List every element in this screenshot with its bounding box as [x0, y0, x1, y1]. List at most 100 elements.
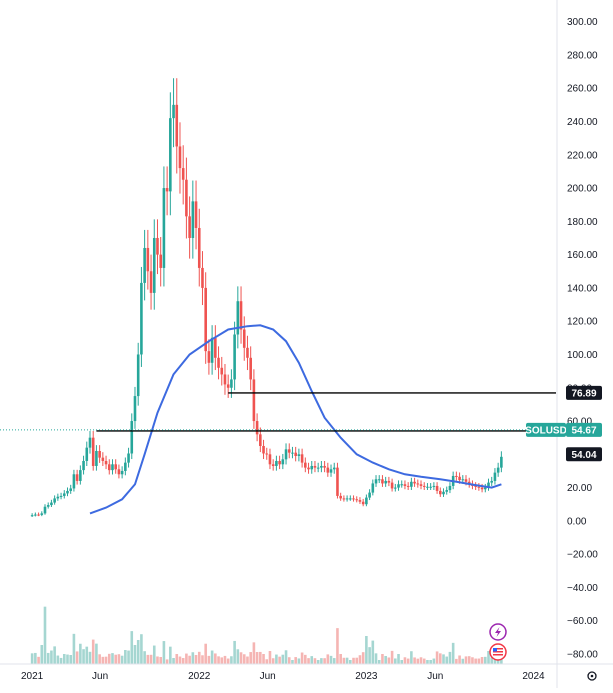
lightning-icon[interactable] — [489, 623, 507, 641]
volume-bar — [371, 640, 375, 664]
candle-body — [66, 490, 69, 494]
gear-icon[interactable] — [587, 671, 597, 681]
candle-body — [72, 474, 76, 489]
candle-body — [59, 495, 63, 497]
volume-bar — [477, 658, 481, 664]
candle-body — [455, 475, 458, 477]
y-tick-label: 20.00 — [567, 483, 592, 494]
volume-bar — [422, 658, 426, 664]
candle-body — [107, 464, 111, 471]
candle-body — [156, 237, 159, 255]
volume-bar — [136, 640, 140, 664]
volume-bar — [455, 658, 458, 664]
volume-bar — [483, 656, 487, 664]
volume-bar — [326, 654, 330, 664]
candle-body — [159, 254, 162, 268]
volume-bar — [37, 656, 40, 664]
volume-bar — [95, 643, 98, 664]
candle-body — [185, 179, 188, 217]
candle-body — [220, 367, 224, 375]
volume-bar — [432, 658, 436, 664]
candle-body — [384, 480, 387, 484]
volume-bar — [69, 655, 73, 664]
candle-body — [387, 480, 391, 483]
volume-bar — [140, 634, 143, 664]
drawings — [0, 324, 556, 515]
candle-body — [146, 247, 150, 272]
y-tick-label: 300.00 — [567, 17, 598, 28]
volume-bar — [236, 649, 240, 664]
volume-bar — [30, 653, 34, 664]
candle-body — [114, 464, 117, 470]
candle-body — [95, 450, 98, 466]
volume-bar — [34, 652, 37, 664]
volume-bar — [175, 654, 179, 664]
candle-body — [416, 483, 420, 485]
candle-body — [429, 486, 432, 488]
y-tick-label: 0.00 — [567, 516, 587, 527]
volume-bar — [365, 636, 368, 664]
candle-body — [377, 479, 381, 481]
volume-bar — [329, 655, 333, 664]
y-tick-label: −40.00 — [567, 583, 598, 594]
volume-bar — [361, 652, 365, 664]
volume-bar — [323, 658, 326, 664]
candle-body — [323, 465, 326, 468]
volume-bar — [487, 651, 490, 664]
candle-body — [480, 487, 484, 490]
candle-body — [204, 287, 207, 352]
volume-bar — [268, 651, 272, 664]
candle-body — [191, 201, 195, 238]
svg-text:SOLUSD: SOLUSD — [525, 425, 567, 436]
candle-body — [201, 267, 204, 288]
volume-bar — [162, 641, 166, 664]
indicator-icons[interactable] — [489, 623, 597, 681]
volume-bar — [178, 656, 182, 664]
y-tick-label: 160.00 — [567, 250, 598, 261]
volume-bar — [252, 642, 256, 664]
candle-body — [487, 482, 490, 488]
volume-bar — [413, 657, 416, 664]
volume-bar — [377, 660, 381, 664]
candle-body — [175, 104, 179, 147]
candle-body — [140, 282, 143, 355]
candle-body — [268, 454, 272, 465]
volume-bar — [111, 653, 114, 664]
volume-bar — [82, 649, 85, 664]
y-tick-label: −80.00 — [567, 650, 598, 661]
candle-body — [394, 487, 397, 489]
candle-body — [300, 454, 304, 463]
candle-body — [483, 487, 487, 490]
price-tag-horizontal-line: 54.04 — [566, 447, 602, 462]
volume-bar — [281, 654, 285, 664]
volume-bar — [201, 655, 204, 664]
candle-body — [214, 337, 217, 358]
candle-body — [355, 499, 359, 501]
candle-body — [34, 514, 37, 516]
volume-bar — [381, 654, 384, 664]
volume-bar — [255, 652, 259, 664]
candle-body — [371, 483, 375, 493]
candle-body — [287, 449, 291, 453]
volume-bar — [416, 658, 420, 664]
volume-bar — [259, 651, 262, 664]
candle-body — [101, 457, 105, 461]
candle-body — [313, 465, 317, 468]
volume-bar — [339, 654, 342, 664]
candle-body — [477, 486, 481, 488]
volume-bar — [429, 660, 432, 664]
us-flag-icon[interactable] — [489, 643, 507, 661]
candle-body — [30, 515, 34, 517]
volume-bar — [46, 652, 50, 664]
candle-body — [120, 470, 124, 475]
volume-bar — [313, 658, 317, 664]
candle-body — [352, 498, 355, 500]
candle-body — [172, 104, 175, 119]
candle-body — [124, 462, 127, 471]
candle-body — [197, 227, 201, 268]
candle-body — [262, 445, 265, 454]
volume-bar — [271, 658, 275, 664]
volume-bar — [191, 652, 195, 664]
